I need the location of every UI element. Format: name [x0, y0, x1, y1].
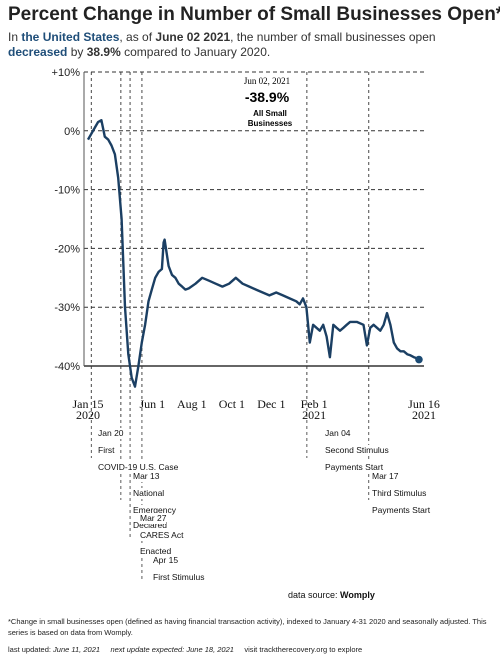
- event-mar13-line4: Declared: [133, 520, 168, 531]
- y-tick-label: -10%: [54, 185, 80, 197]
- event-jan20-line3: COVID-19 U.S. Case: [98, 462, 179, 473]
- page-title: Percent Change in Number of Small Busine…: [8, 4, 500, 25]
- footnote: *Change in small businesses open (define…: [8, 617, 487, 637]
- data-source-name: Womply: [340, 590, 375, 600]
- y-tick-label: 0%: [64, 126, 80, 138]
- event-mar27-line2: CARES Act: [140, 530, 184, 541]
- subtitle-date: June 02 2021: [155, 30, 231, 44]
- x-tick-label: Jun 16: [408, 397, 440, 411]
- event-mar13-line2: National: [133, 488, 165, 499]
- subtitle-asof: , as of: [119, 30, 153, 44]
- callout-label-1: All Small: [253, 109, 287, 118]
- subtitle-end: compared to January 2020.: [124, 45, 271, 59]
- event-mar13-date: Mar 13: [133, 471, 160, 482]
- y-tick-label: -40%: [54, 361, 80, 373]
- subtitle-direction: decreased: [8, 45, 68, 59]
- subtitle-mid: , the number of small businesses open: [230, 30, 436, 44]
- x-tick-year-label: 2021: [302, 408, 326, 422]
- event-apr15-date: Apr 15: [153, 555, 179, 566]
- callout: Jun 02, 2021 -38.9% All Small Businesses: [244, 76, 293, 128]
- data-source: data source: Womply: [288, 590, 375, 600]
- x-tick-label: Oct 1: [219, 397, 245, 411]
- x-tick-label: Jun 1: [140, 397, 166, 411]
- subtitle-value: 38.9%: [86, 45, 121, 59]
- x-tick-label: Aug 1: [177, 397, 207, 411]
- y-tick-label: +10%: [52, 67, 81, 79]
- next-update-label: next update expected:: [110, 645, 185, 654]
- y-tick-label: -30%: [54, 302, 80, 314]
- event-jan04-line2: Second Stimulus: [325, 445, 389, 456]
- visit-link-text[interactable]: visit tracktherecovery.org to explore: [244, 645, 363, 654]
- subtitle: In the United States, as of June 02 2021…: [8, 30, 492, 60]
- event-jan20-line2: First: [98, 445, 115, 456]
- x-tick-label: Jan 15: [73, 397, 104, 411]
- event-mar17-line2: Third Stimulus: [372, 488, 427, 499]
- y-tick-label: -20%: [54, 243, 80, 255]
- next-update-date: June 18, 2021: [186, 645, 234, 654]
- x-tick-label: Feb 1: [301, 397, 328, 411]
- last-updated-date: June 11, 2021: [53, 645, 101, 654]
- event-jan04-line3: Payments Start: [325, 462, 384, 473]
- subtitle-region: the United States: [21, 30, 120, 44]
- event-mar27-date: Mar 27: [140, 513, 167, 524]
- last-updated-label: last updated:: [8, 645, 51, 654]
- gridlines: [84, 71, 424, 367]
- x-tick-year-label: 2020: [76, 408, 100, 422]
- event-mar17-date: Mar 17: [372, 471, 399, 482]
- event-mar27-line3: Enacted: [140, 546, 172, 557]
- plot-area: [86, 118, 423, 388]
- x-tick-label: Dec 1: [257, 397, 285, 411]
- event-mar13-line3: Emergency: [133, 505, 176, 516]
- update-info: last updated: June 11, 2021 next update …: [8, 645, 362, 654]
- event-apr15-line2: First Stimulus: [153, 572, 205, 583]
- subtitle-by: by: [70, 45, 84, 59]
- data-source-prefix: data source:: [288, 590, 338, 600]
- event-jan20-date: Jan 20: [98, 428, 124, 439]
- callout-label-2: Businesses: [248, 119, 293, 128]
- event-mar17-line3: Payments Start: [372, 505, 431, 516]
- callout-date: Jun 02, 2021: [244, 76, 290, 86]
- subtitle-in: In: [8, 30, 19, 44]
- series-line: [86, 118, 420, 388]
- callout-value: -38.9%: [245, 89, 290, 105]
- event-jan04-date: Jan 04: [325, 428, 351, 439]
- endpoint-marker: [415, 355, 423, 364]
- x-tick-year-label: 2021: [412, 408, 436, 422]
